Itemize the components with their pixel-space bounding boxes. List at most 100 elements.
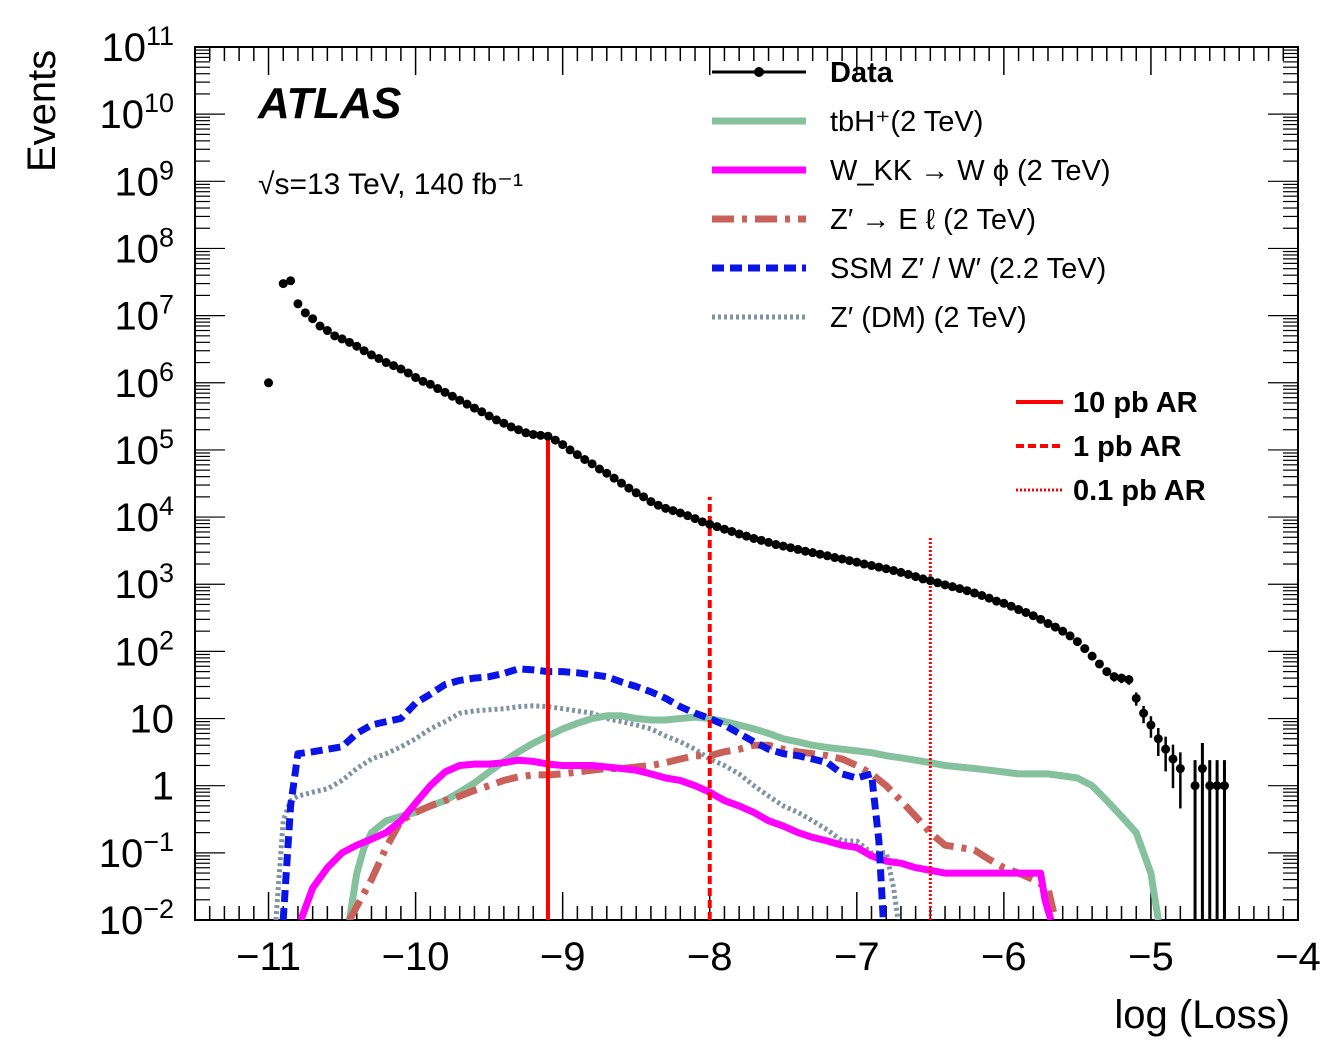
data-point	[506, 422, 516, 432]
data-point	[1146, 720, 1156, 730]
data-point	[403, 368, 413, 378]
data-point	[977, 590, 987, 600]
y-tick-label: 107	[114, 290, 174, 339]
data-point	[661, 503, 671, 513]
data-point	[874, 562, 884, 572]
data-point	[668, 506, 678, 516]
data-point	[330, 331, 340, 341]
data-point	[374, 353, 384, 363]
y-tick-label: 103	[114, 558, 174, 607]
data-point	[830, 553, 840, 563]
data-point	[705, 519, 715, 529]
data-point	[1036, 614, 1046, 624]
y-tick-label: 1011	[101, 21, 174, 70]
data-point	[690, 514, 700, 524]
data-point	[1161, 744, 1171, 754]
data-point	[962, 586, 972, 596]
data-point	[411, 372, 421, 382]
data-point	[499, 418, 509, 428]
legend-label-zdm: Z′ (DM) (2 TeV)	[830, 302, 1027, 334]
data-point	[616, 478, 626, 488]
data-point	[484, 411, 494, 421]
legend-label-wkk: W_KK → W ϕ (2 TeV)	[830, 155, 1111, 187]
data-point	[771, 540, 781, 550]
data-point	[940, 580, 950, 590]
data-point	[947, 582, 957, 592]
data-point	[558, 440, 568, 450]
ar-legend-label-1: 1 pb AR	[1073, 431, 1182, 463]
data-point	[580, 455, 590, 465]
data-point	[742, 531, 751, 541]
data-point	[815, 549, 825, 559]
data-point	[1043, 619, 1053, 629]
x-tick-label: −8	[687, 935, 733, 979]
data-point	[1014, 605, 1024, 615]
data-point	[1124, 675, 1134, 685]
data-point	[712, 522, 722, 532]
data-point	[1219, 781, 1229, 791]
data-point	[609, 473, 619, 483]
data-point	[778, 541, 788, 551]
y-axis-title: Events	[20, 50, 64, 172]
data-point	[587, 459, 597, 469]
series-layer	[273, 665, 1162, 920]
data-point	[565, 445, 575, 455]
data-point	[896, 567, 906, 577]
data-point	[572, 450, 582, 460]
data-point	[366, 350, 376, 360]
data-point	[992, 596, 1002, 606]
data-point	[756, 535, 766, 545]
data-point	[1102, 667, 1112, 677]
y-tick-label: 105	[114, 424, 174, 473]
data-point	[1072, 637, 1082, 647]
data-point	[322, 326, 332, 336]
data-point	[969, 588, 979, 598]
data-point	[911, 572, 921, 582]
data-point	[675, 508, 685, 518]
data-point	[683, 511, 693, 521]
data-point	[881, 564, 891, 574]
data-point	[264, 378, 274, 388]
data-point	[1175, 764, 1185, 774]
data-point	[918, 574, 928, 584]
legend-label-data: Data	[830, 57, 894, 89]
data-point	[800, 546, 810, 556]
data-point	[999, 598, 1009, 608]
data-point	[1190, 781, 1200, 791]
data-point	[1087, 651, 1097, 661]
data-point	[337, 334, 347, 344]
data-point	[550, 435, 560, 445]
data-point	[396, 364, 406, 374]
data-point	[447, 391, 457, 401]
data-point	[536, 430, 546, 440]
series-wkk-line	[297, 756, 1055, 920]
legend: Data tbH⁺(2 TeV) W_KK → W ϕ (2 TeV) Z′ → E …	[712, 57, 1111, 334]
ar-lines-layer	[545, 432, 932, 920]
data-point	[433, 384, 443, 394]
data-point	[300, 308, 310, 318]
data-point	[543, 431, 553, 441]
data-point	[286, 276, 296, 286]
y-tick-label: 106	[114, 357, 174, 406]
data-point	[719, 524, 729, 534]
y-tick-label: 10−2	[99, 894, 174, 943]
data-point	[521, 428, 531, 438]
data-point	[308, 314, 318, 324]
x-tick-labels: −11 −10 −9 −8 −7 −6 −5 −4	[236, 935, 1321, 979]
x-tick-label: −5	[1128, 935, 1174, 979]
data-point	[1028, 611, 1038, 621]
data-point	[631, 488, 641, 498]
y-tick-label: 104	[114, 491, 174, 540]
lumi-label: √s=13 TeV, 140 fb⁻¹	[258, 168, 523, 201]
data-point	[793, 544, 803, 554]
y-tick-label: 109	[114, 155, 174, 204]
x-tick-label: −11	[236, 935, 301, 979]
data-point	[1153, 734, 1163, 744]
series-zdm-line	[273, 703, 901, 920]
data-point	[646, 497, 656, 507]
y-tick-label: 10−1	[99, 827, 174, 876]
data-point	[455, 395, 465, 405]
x-tick-label: −6	[981, 935, 1027, 979]
data-point	[734, 529, 744, 539]
